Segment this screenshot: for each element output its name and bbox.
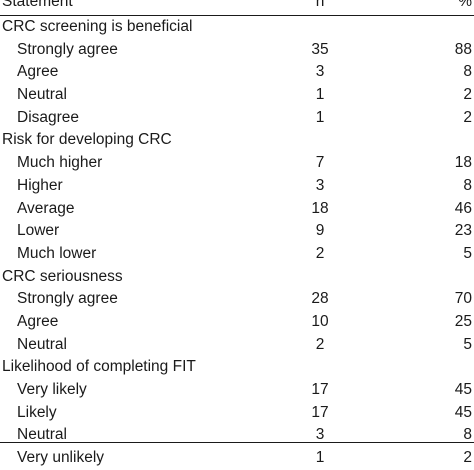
row-label: Agree [17,312,59,330]
row-pct: 45 [454,403,472,421]
table-row: Likely 17 45 [0,402,474,425]
row-n: 35 [311,40,329,58]
table-row: Agree 10 25 [0,311,474,334]
row-n: 3 [315,426,325,444]
table-row: Very unlikely 1 2 [0,447,474,470]
row-label: Average [17,199,75,217]
table-header-row: Statement n % [0,0,474,16]
row-label: Agree [17,63,59,81]
table-row: Lower 9 23 [0,220,474,243]
row-label: Much higher [17,154,103,172]
section-title: Likelihood of completing FIT [2,358,196,376]
row-pct: 46 [454,199,472,217]
table-row: Disagree 1 2 [0,107,474,130]
section-title-row: CRC seriousness [0,266,474,289]
row-n: 3 [315,63,325,81]
row-pct: 25 [454,312,472,330]
row-label: Strongly agree [17,290,118,308]
row-pct: 2 [463,449,472,467]
row-pct: 8 [463,63,472,81]
table-row: Much higher 7 18 [0,152,474,175]
header-n: n [315,0,325,10]
row-pct: 45 [454,381,472,398]
row-pct: 18 [454,154,472,172]
row-n: 9 [315,222,325,240]
row-label: Much lower [17,244,97,262]
section-title-row: Risk for developing CRC [0,129,474,152]
row-label: Very likely [17,381,87,398]
row-label: Neutral [17,335,67,353]
table-row: Average 18 46 [0,198,474,221]
row-pct: 8 [463,176,472,194]
table-row: Much lower 2 5 [0,243,474,266]
table-row: Strongly agree 28 70 [0,288,474,311]
section-title: CRC seriousness [2,267,123,285]
row-label: Strongly agree [17,40,118,58]
row-label: Likely [17,403,57,421]
row-n: 3 [315,176,325,194]
row-n: 10 [311,312,329,330]
row-pct: 5 [463,335,472,353]
row-n: 17 [311,381,329,398]
row-pct: 70 [454,290,472,308]
header-statement: Statement [2,0,73,10]
table-row: Neutral 3 8 [0,424,474,447]
header-pct: % [458,0,472,10]
table-row: Agree 3 8 [0,61,474,84]
row-label: Neutral [17,426,67,444]
row-pct: 2 [463,86,472,104]
row-pct: 2 [463,108,472,126]
row-pct: 88 [454,40,472,58]
row-n: 7 [315,154,325,172]
table-row: Neutral 1 2 [0,84,474,107]
row-label: Higher [17,176,63,194]
row-n: 1 [315,86,325,104]
row-label: Very unlikely [17,449,105,467]
row-n: 28 [311,290,329,308]
table-row: Neutral 2 5 [0,334,474,357]
row-pct: 5 [463,244,472,262]
row-pct: 23 [454,222,472,240]
row-n: 18 [311,199,329,217]
row-n: 1 [315,449,325,467]
section-title: Risk for developing CRC [2,131,172,149]
section-title: CRC screening is beneficial [2,18,193,35]
row-pct: 8 [463,426,472,444]
row-n: 17 [311,403,329,421]
table-row: Higher 3 8 [0,175,474,198]
section-title-row: Likelihood of completing FIT [0,356,474,379]
row-label: Lower [17,222,60,240]
section-title-row: CRC screening is beneficial [0,16,474,39]
row-n: 2 [315,244,325,262]
table-row: Strongly agree 35 88 [0,39,474,62]
table-bottom-rule [0,442,474,443]
row-label: Disagree [17,108,80,126]
row-label: Neutral [17,86,67,104]
row-n: 1 [315,108,325,126]
table-row: Very likely 17 45 [0,379,474,402]
row-n: 2 [315,335,325,353]
